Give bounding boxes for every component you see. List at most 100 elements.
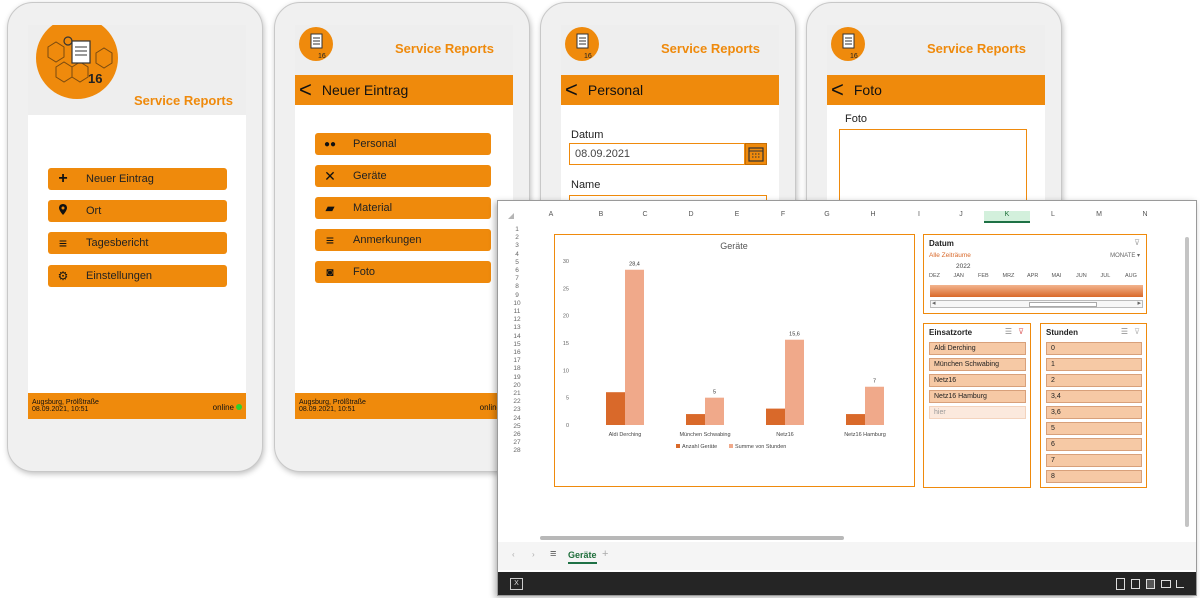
select-all-corner[interactable] [508,213,514,219]
slicer-einsatzorte[interactable]: Einsatzorte ☰ ⊽ Aldi Derching München Sch… [923,323,1031,488]
month-label[interactable]: DEZ [929,273,940,279]
row-header[interactable]: 22 [513,398,521,406]
calendar-icon[interactable] [745,143,767,165]
back-arrow-icon[interactable]: < [831,77,844,102]
back-arrow-icon[interactable]: < [565,77,578,102]
date-input[interactable]: 08.09.2021 [569,143,745,165]
month-label[interactable]: JUN [1076,273,1087,279]
column-header[interactable]: B [598,211,604,218]
row-header[interactable]: 18 [513,365,521,373]
slicer-item[interactable]: Netz16 [929,374,1026,387]
scroll-left-icon[interactable]: ◂ [932,300,936,307]
slicer-item[interactable]: Netz16 Hamburg [929,390,1026,403]
chart-geraete[interactable]: Geräte 0 5 10 15 20 25 30 28,4 Aldi Derching 5 Münc… [554,234,915,487]
row-header[interactable]: 10 [513,299,521,307]
add-sheet-icon[interactable]: + [602,548,609,560]
slicer-item[interactable]: 0 [1046,342,1142,355]
menu-settings-button[interactable]: ⚙ Einstellungen [48,265,227,287]
column-header[interactable]: A [548,211,554,218]
column-header[interactable]: K [984,211,1030,223]
column-header[interactable]: C [642,211,648,218]
row-header[interactable]: 3 [515,242,519,250]
row-header[interactable]: 11 [513,308,521,315]
month-label[interactable]: APR [1027,273,1039,279]
row-header[interactable]: 28 [513,447,521,455]
multi-select-icon[interactable]: ☰ [1004,327,1012,336]
clear-filter-icon[interactable]: ⊽ [1134,327,1140,336]
menu-devices-button[interactable]: ✕ Geräte [315,165,491,187]
fullscreen-icon[interactable] [1176,580,1184,588]
next-sheet-icon[interactable]: › [532,550,535,559]
menu-notes-button[interactable]: ≡ Anmerkungen [315,229,491,251]
column-header[interactable]: L [1051,211,1055,218]
row-header[interactable]: 12 [513,316,521,324]
month-label[interactable]: FEB [978,273,989,279]
month-label[interactable]: JAN [953,273,964,279]
row-header[interactable]: 26 [513,431,521,438]
timeline-slicer-datum[interactable]: Datum ⊽ Alle Zeiträume MONATE ▾ 2022 DEZ… [923,234,1147,314]
row-header[interactable]: 14 [513,332,521,340]
row-header[interactable]: 6 [515,267,519,274]
column-header[interactable]: J [959,211,963,218]
page-layout-icon[interactable] [1116,578,1125,590]
row-header[interactable]: 20 [513,381,521,389]
sheet-list-icon[interactable]: ≡ [550,548,557,560]
clear-filter-icon[interactable]: ⊽ [1134,238,1140,247]
normal-view-icon[interactable] [1161,580,1171,588]
row-header[interactable]: 24 [513,414,521,422]
row-header[interactable]: 1 [515,226,519,233]
slicer-item[interactable]: Aldi Derching [929,342,1026,355]
timeline-scrollbar[interactable]: ◂ ▸ [930,300,1143,308]
slicer-item[interactable]: 3,6 [1046,406,1142,419]
column-header[interactable]: H [870,211,876,218]
row-header[interactable]: 21 [513,390,521,397]
row-header[interactable]: 4 [515,250,519,258]
time-unit-dropdown[interactable]: MONATE ▾ [1110,253,1140,259]
slicer-item[interactable]: 6 [1046,438,1142,451]
copy-icon[interactable] [1131,579,1140,589]
menu-personal-button[interactable]: ●● Personal [315,133,491,155]
column-header[interactable]: G [824,211,830,218]
horizontal-scrollbar[interactable] [538,535,1178,541]
vertical-scrollbar[interactable] [1184,225,1190,535]
menu-daily-report-button[interactable]: ≡ Tagesbericht [48,232,227,254]
slicer-item[interactable]: 7 [1046,454,1142,467]
scroll-thumb[interactable] [1185,237,1189,527]
month-label[interactable]: MRZ [1002,273,1015,279]
row-header[interactable]: 16 [513,349,521,356]
row-header[interactable]: 25 [513,422,521,430]
row-header[interactable]: 8 [515,283,519,291]
row-header[interactable]: 5 [515,258,519,266]
column-header[interactable]: M [1096,211,1102,218]
month-label[interactable]: MAI [1051,273,1062,279]
row-header[interactable]: 13 [513,324,521,332]
menu-new-entry-button[interactable]: + Neuer Eintrag [48,168,227,190]
row-header[interactable]: 27 [513,439,521,447]
row-header[interactable]: 17 [513,357,521,365]
slicer-item[interactable]: 5 [1046,422,1142,435]
slicer-item[interactable]: München Schwabing [929,358,1026,371]
slicer-stunden[interactable]: Stunden ☰ ⊽ 0 1 2 3,4 3,6 5 6 7 8 [1040,323,1147,488]
menu-location-button[interactable]: Ort [48,200,227,222]
month-label[interactable]: AUG [1125,273,1137,279]
clear-filter-icon[interactable]: ⊽ [1018,327,1024,336]
row-header[interactable]: 7 [515,275,519,283]
slicer-item[interactable]: 2 [1046,374,1142,387]
sheet-tab-geraete[interactable]: Geräte [568,550,597,564]
row-header[interactable]: 2 [515,234,519,242]
back-arrow-icon[interactable]: < [299,77,312,102]
slicer-item[interactable]: hier [929,406,1026,419]
column-header[interactable]: I [918,211,920,218]
slicer-item[interactable]: 1 [1046,358,1142,371]
row-header[interactable]: 19 [513,373,521,381]
row-header[interactable]: 9 [515,291,519,299]
row-header[interactable]: 23 [513,406,521,414]
scroll-right-icon[interactable]: ▸ [1137,300,1141,307]
scroll-thumb[interactable] [540,536,844,540]
month-label[interactable]: JUL [1100,273,1111,279]
column-header[interactable]: E [734,211,740,218]
multi-select-icon[interactable]: ☰ [1120,327,1128,336]
slicer-item[interactable]: 8 [1046,470,1142,483]
save-icon[interactable] [1146,579,1155,589]
column-header[interactable]: N [1142,211,1148,218]
